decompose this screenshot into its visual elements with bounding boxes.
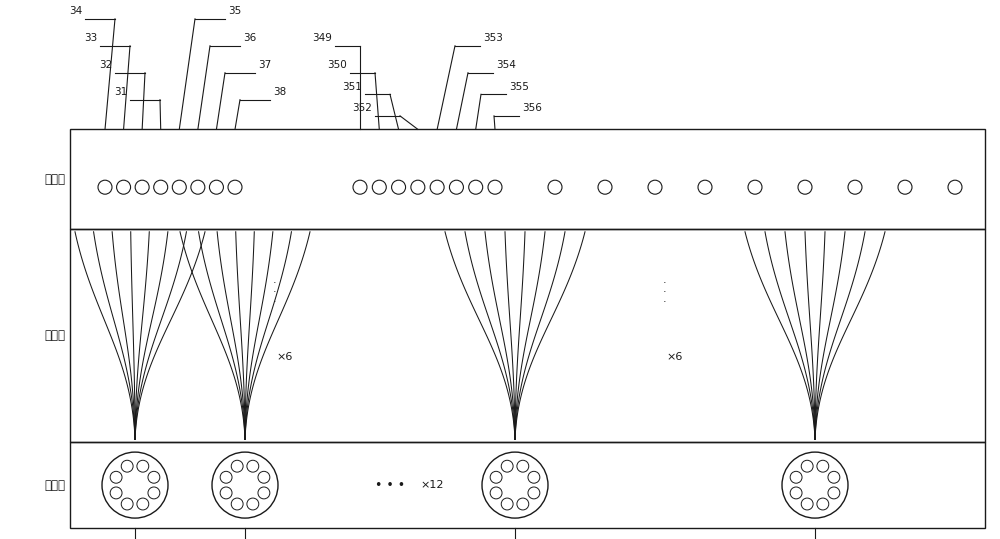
- Text: 38: 38: [273, 87, 286, 97]
- Text: ×6: ×6: [277, 352, 293, 362]
- Text: 353: 353: [483, 33, 503, 43]
- Text: ×12: ×12: [420, 480, 444, 490]
- Text: 俯视图: 俯视图: [44, 329, 65, 342]
- Text: 31: 31: [114, 87, 127, 97]
- Text: 350: 350: [327, 60, 347, 70]
- Text: 355: 355: [509, 81, 529, 92]
- Text: 349: 349: [312, 33, 332, 43]
- Text: 36: 36: [243, 33, 256, 43]
- Text: 32: 32: [99, 60, 112, 70]
- Text: • • •: • • •: [375, 479, 405, 492]
- Text: 33: 33: [84, 33, 97, 43]
- Text: 34: 34: [69, 6, 82, 16]
- Text: 351: 351: [342, 81, 362, 92]
- Text: ·
·
·: · · ·: [663, 278, 667, 307]
- Text: ·
·
·: · · ·: [273, 278, 277, 307]
- Text: 后视图: 后视图: [44, 172, 65, 186]
- Text: 352: 352: [352, 103, 372, 113]
- Text: 35: 35: [228, 6, 241, 16]
- Text: 37: 37: [258, 60, 271, 70]
- Text: 正视图: 正视图: [44, 479, 65, 492]
- Text: 356: 356: [522, 103, 542, 113]
- Text: 354: 354: [496, 60, 516, 70]
- Text: ×6: ×6: [667, 352, 683, 362]
